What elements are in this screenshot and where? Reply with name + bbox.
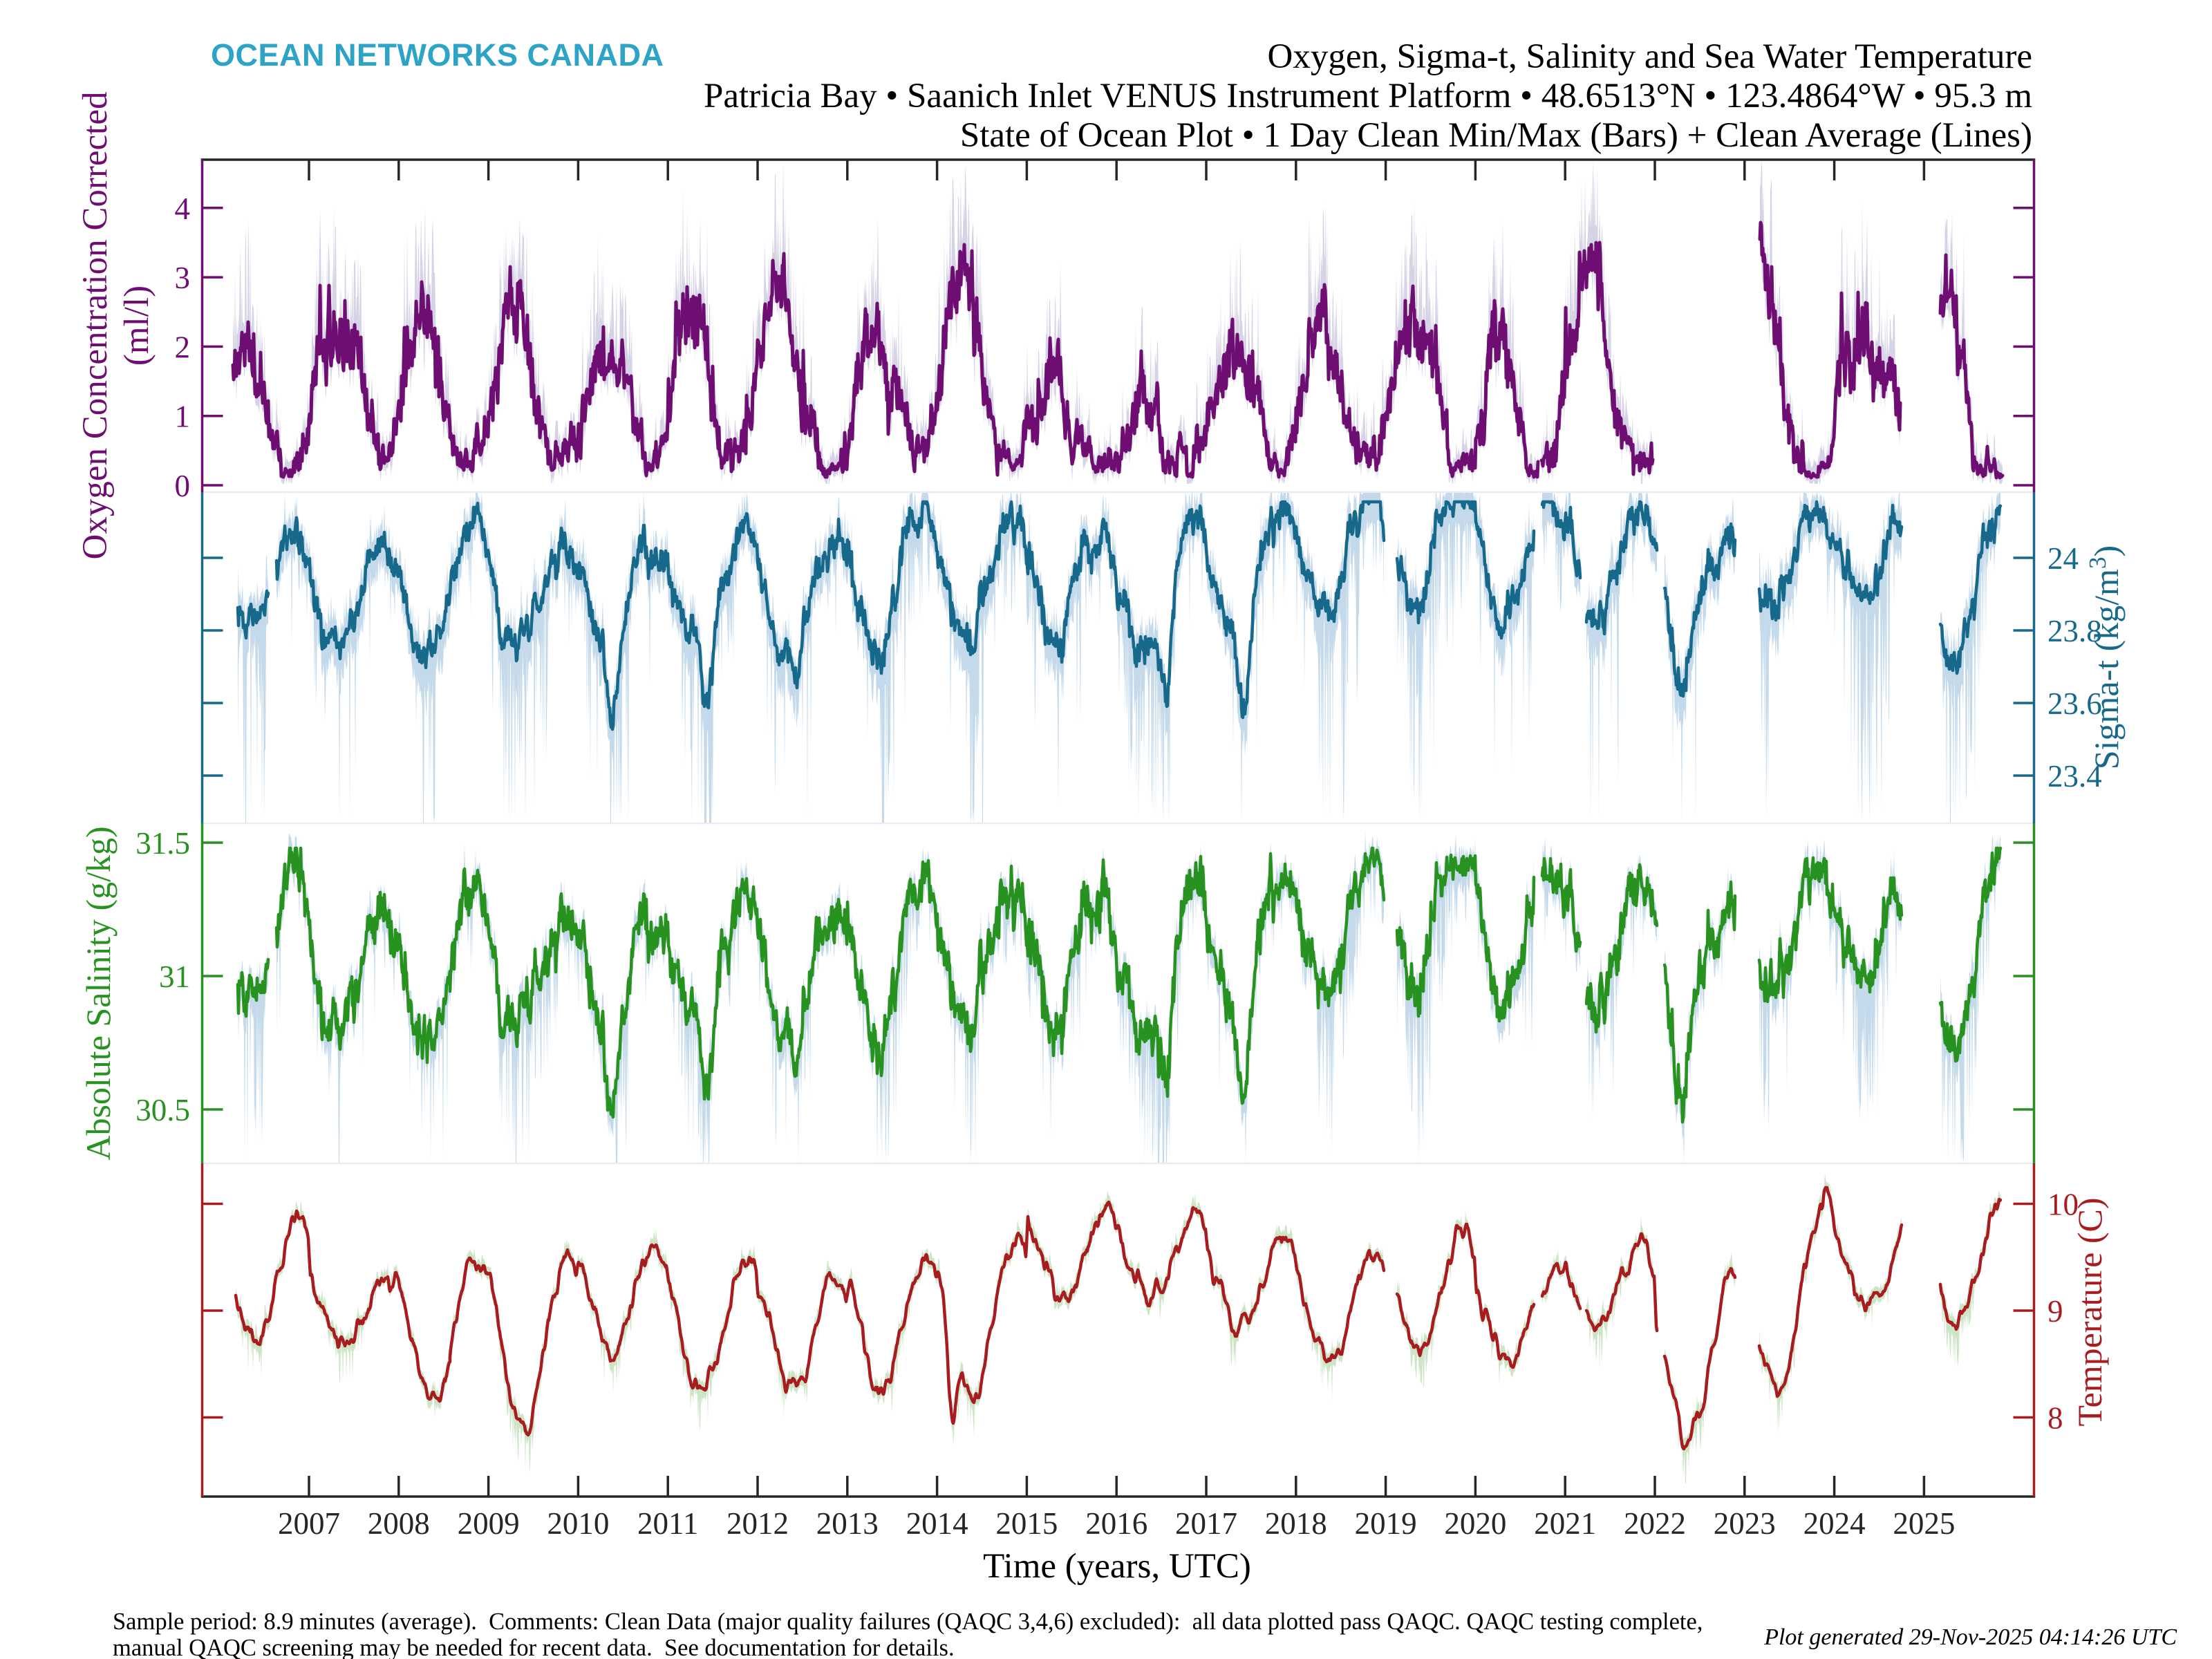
svg-text:Sample period: 8.9 minutes (av: Sample period: 8.9 minutes (average). Co…: [113, 1609, 1703, 1635]
svg-text:23.4: 23.4: [2047, 759, 2102, 794]
svg-text:2017: 2017: [1175, 1506, 1237, 1541]
svg-text:Temperature (C): Temperature (C): [2070, 1197, 2109, 1426]
svg-text:Sigma-t (kg/m3): Sigma-t (kg/m3): [2084, 545, 2126, 769]
svg-text:8: 8: [2047, 1401, 2063, 1436]
svg-text:State of Ocean Plot • 1 Day Cl: State of Ocean Plot • 1 Day Clean Min/Ma…: [960, 116, 2032, 155]
svg-text:2022: 2022: [1624, 1506, 1686, 1541]
svg-text:2015: 2015: [995, 1506, 1058, 1541]
svg-text:2021: 2021: [1534, 1506, 1596, 1541]
svg-text:2012: 2012: [727, 1506, 789, 1541]
svg-text:2025: 2025: [1893, 1506, 1955, 1541]
svg-text:Oxygen, Sigma-t, Salinity and: Oxygen, Sigma-t, Salinity and Sea Water …: [1268, 37, 2033, 76]
svg-text:2009: 2009: [458, 1506, 520, 1541]
svg-text:30.5: 30.5: [135, 1093, 190, 1127]
svg-text:2023: 2023: [1714, 1506, 1776, 1541]
svg-text:1: 1: [175, 400, 191, 434]
svg-text:10: 10: [2047, 1188, 2079, 1222]
svg-text:2: 2: [175, 330, 191, 364]
svg-text:31: 31: [159, 959, 190, 994]
svg-text:manual QAQC screening may be n: manual QAQC screening may be needed for …: [113, 1635, 955, 1659]
svg-text:2016: 2016: [1085, 1506, 1147, 1541]
svg-text:2014: 2014: [906, 1506, 968, 1541]
svg-text:24: 24: [2047, 541, 2079, 576]
svg-text:3: 3: [175, 261, 191, 295]
svg-text:2010: 2010: [547, 1506, 609, 1541]
svg-text:2013: 2013: [816, 1506, 879, 1541]
svg-text:2020: 2020: [1444, 1506, 1506, 1541]
svg-text:23.6: 23.6: [2047, 686, 2102, 721]
svg-text:31.5: 31.5: [135, 826, 190, 861]
svg-text:23.8: 23.8: [2047, 614, 2102, 648]
svg-text:2011: 2011: [637, 1506, 698, 1541]
svg-text:2007: 2007: [278, 1506, 340, 1541]
svg-text:Patricia Bay • Saanich Inlet V: Patricia Bay • Saanich Inlet VENUS Instr…: [704, 77, 2032, 115]
svg-text:2019: 2019: [1355, 1506, 1417, 1541]
svg-text:2024: 2024: [1803, 1506, 1866, 1541]
svg-text:2008: 2008: [368, 1506, 430, 1541]
svg-text:2018: 2018: [1265, 1506, 1327, 1541]
svg-text:Plot generated 29-Nov-2025 04:: Plot generated 29-Nov-2025 04:14:26 UTC: [1763, 1624, 2177, 1650]
svg-text:Oxygen Concentration Corrected: Oxygen Concentration Corrected: [76, 92, 115, 560]
svg-text:OCEAN NETWORKS CANADA: OCEAN NETWORKS CANADA: [211, 37, 664, 73]
svg-text:Absolute Salinity (g/kg): Absolute Salinity (g/kg): [79, 826, 118, 1160]
svg-text:9: 9: [2047, 1294, 2063, 1329]
svg-text:0: 0: [175, 469, 191, 503]
svg-text:Time (years, UTC): Time (years, UTC): [983, 1547, 1251, 1586]
svg-text:4: 4: [175, 191, 191, 226]
svg-text:(ml/l): (ml/l): [118, 285, 156, 366]
